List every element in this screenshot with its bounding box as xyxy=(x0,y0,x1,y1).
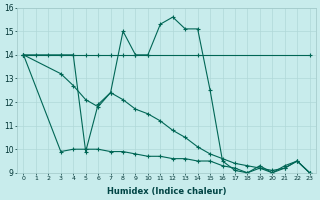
X-axis label: Humidex (Indice chaleur): Humidex (Indice chaleur) xyxy=(107,187,226,196)
